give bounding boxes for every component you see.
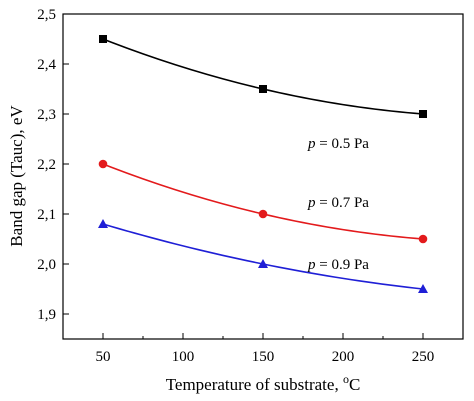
series-annotation: p = 0.5 Pa <box>307 136 369 152</box>
x-tick-label: 150 <box>252 349 275 365</box>
y-tick-label: 2,2 <box>37 157 56 173</box>
y-tick-label: 2,3 <box>37 107 56 123</box>
ticks-layer <box>62 13 464 339</box>
y-tick-label: 2,4 <box>37 57 56 73</box>
y-tick-label: 1,9 <box>37 307 56 323</box>
x-tick-label: 50 <box>96 349 111 365</box>
series-annotation-var: p <box>307 195 316 211</box>
y-tick-label: 2,1 <box>37 207 56 223</box>
y-axis-title: Band gap (Tauc), eV <box>7 105 26 247</box>
x-axis-title-unit: C <box>349 375 360 394</box>
data-point-triangle <box>418 284 428 293</box>
x-axis-title-text: Temperature of substrate, <box>166 375 343 394</box>
series-annotation-var: p <box>307 136 316 152</box>
x-axis-title-superscript: o <box>343 372 349 386</box>
series-annotation-text: = 0.9 Pa <box>316 257 370 273</box>
y-tick-label: 2,5 <box>37 7 56 23</box>
series-layer <box>98 35 428 293</box>
data-point-triangle <box>98 219 108 228</box>
data-point-circle <box>98 159 108 169</box>
x-tick-label: 250 <box>412 349 435 365</box>
series-annotation-text: = 0.7 Pa <box>316 195 370 211</box>
series-annotation-var: p <box>307 257 316 273</box>
x-tick-label: 100 <box>172 349 195 365</box>
data-point-square <box>99 35 107 43</box>
plot-frame <box>62 13 464 340</box>
series-annotation: p = 0.7 Pa <box>307 195 369 211</box>
x-axis-title: Temperature of substrate, oC <box>166 372 361 394</box>
series-annotation-text: = 0.5 Pa <box>316 136 370 152</box>
data-point-circle <box>418 234 428 244</box>
labels-layer: 1,9 2,0 2,1 2,2 2,3 2,4 2,5 50 100 150 200 250 p = 0… <box>37 7 434 365</box>
data-point-square <box>259 85 267 93</box>
series-line-1 <box>102 38 424 115</box>
series-line-2 <box>102 163 424 240</box>
y-tick-label: 2,0 <box>37 257 56 273</box>
data-point-circle <box>258 209 268 219</box>
series-annotation: p = 0.9 Pa <box>307 257 369 273</box>
data-point-square <box>419 110 427 118</box>
x-tick-label: 200 <box>332 349 355 365</box>
data-point-triangle <box>258 259 268 268</box>
